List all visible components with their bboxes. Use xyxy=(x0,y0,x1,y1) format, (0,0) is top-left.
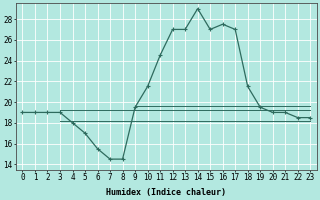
X-axis label: Humidex (Indice chaleur): Humidex (Indice chaleur) xyxy=(106,188,226,197)
